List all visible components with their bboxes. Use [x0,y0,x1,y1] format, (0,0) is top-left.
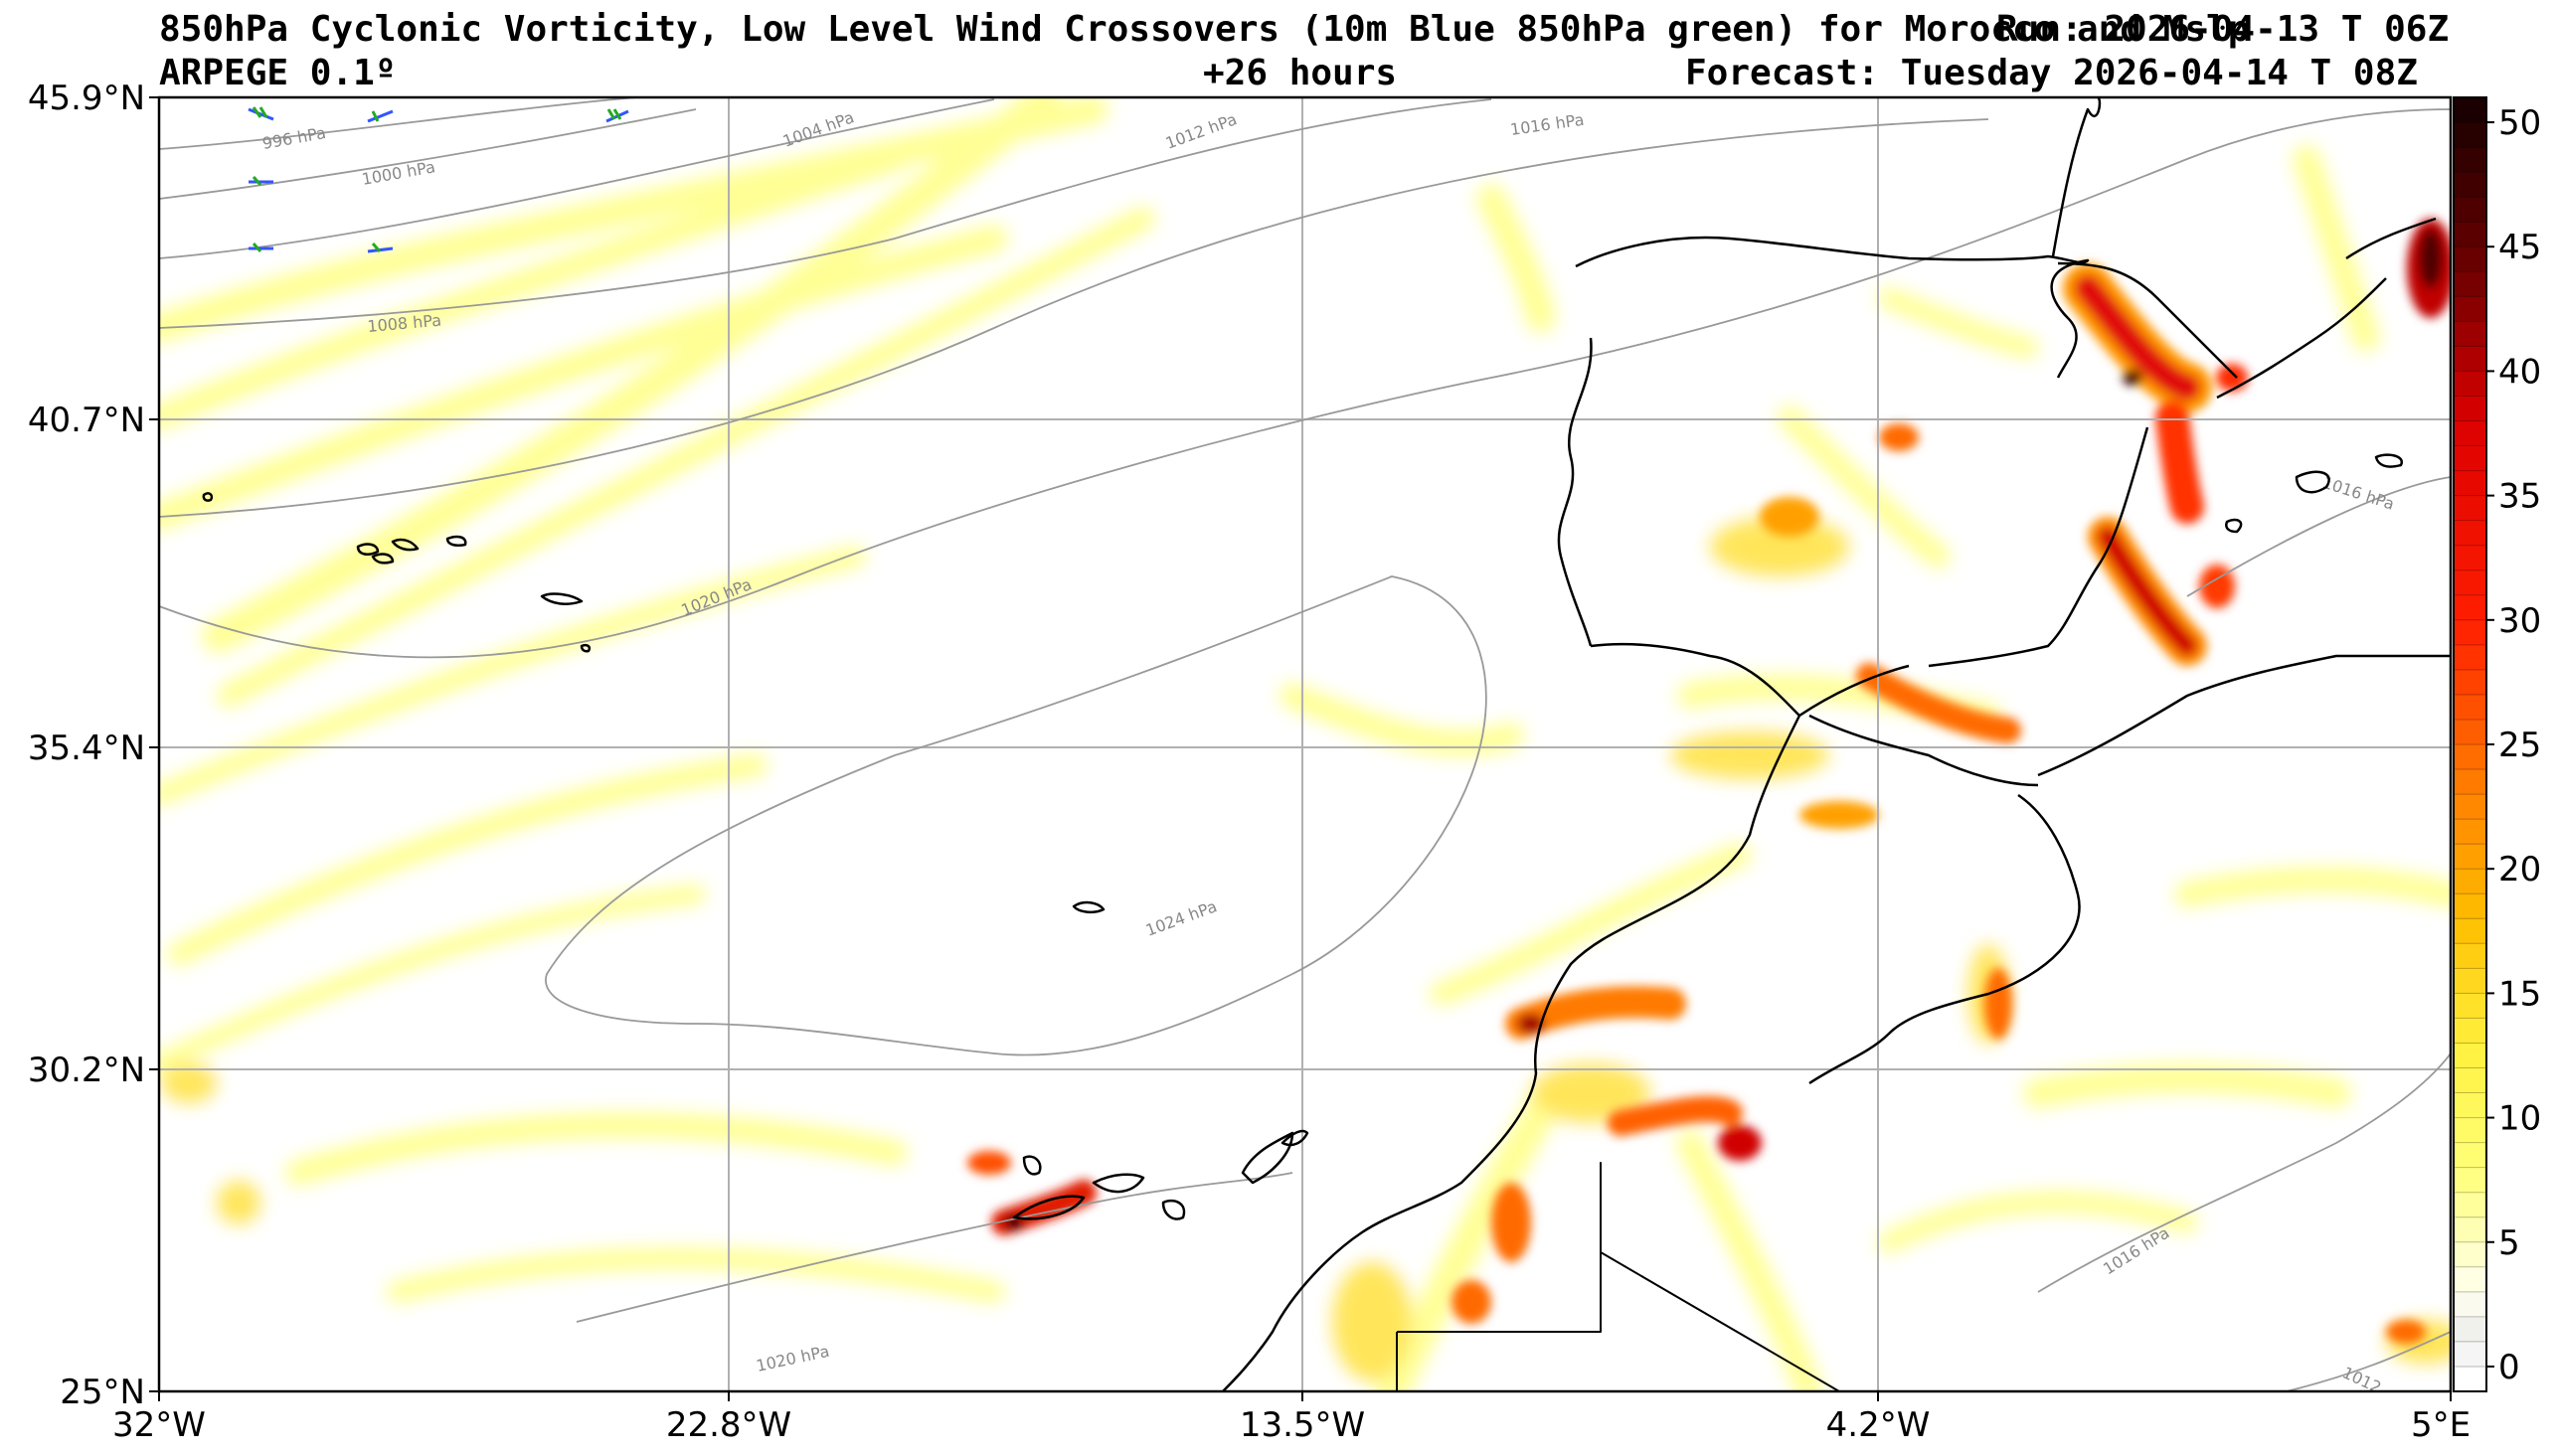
colorbar-tick-label: 10 [2498,1099,2541,1139]
colorbar-band [2454,993,2486,1019]
isobar-label: 1016 hPa [2320,473,2397,514]
colorbar-band [2454,271,2486,297]
colorbar-band [2454,1341,2486,1368]
wind-crossover-barbs [248,106,629,253]
colorbar-tick-label: 15 [2498,974,2541,1014]
lat-tick-label: 30.2°N [28,1051,145,1090]
colorbar-band [2454,769,2486,795]
map-plot-area: 996 hPa 1000 hPa 1004 hPa 1008 hPa 1012 … [159,97,2451,1391]
map-frame [157,95,2453,1393]
colorbar-band [2454,1291,2486,1318]
lead-time-label: +26 hours [1203,53,1398,93]
colorbar-band [2454,1142,2486,1169]
colorbar-band [2454,719,2486,745]
colorbar-band [2454,669,2486,696]
colorbar-band [2454,296,2486,322]
colorbar-band [2454,968,2486,994]
run-time-label: Run: 2026-04-13 T 06Z [1996,9,2450,50]
forecast-time-label: Forecast: Tuesday 2026-04-14 T 08Z [1685,53,2418,93]
colorbar-band [2454,1266,2486,1293]
colorbar-tick-label: 20 [2498,850,2541,890]
colorbar-band [2454,569,2486,596]
lon-tick-label: 4.2°W [1826,1405,1931,1445]
colorbar-band [2454,321,2486,347]
colorbar-band [2454,545,2486,571]
colorbar-band [2454,1067,2486,1094]
isobar-label: 1020 hPa [755,1342,831,1375]
colorbar-band [2454,1167,2486,1194]
colorbar-band [2454,869,2486,894]
colorbar-band [2454,396,2486,421]
colorbar-band [2454,943,2486,969]
lon-tick-label: 13.5°W [1240,1405,1365,1445]
colorbar-band [2454,1043,2486,1068]
colorbar-band [2454,222,2486,247]
colorbar-tick-label: 5 [2498,1223,2520,1263]
lon-tick-label: 22.8°W [666,1405,791,1445]
latitude-axis: 45.9°N 40.7°N 35.4°N 30.2°N 25°N [28,79,159,1412]
colorbar-band [2454,794,2486,820]
colorbar-band [2454,644,2486,671]
colorbar-band [2454,1216,2486,1243]
colorbar-tick-label: 25 [2498,726,2541,765]
colorbar-band [2454,893,2486,919]
colorbar-band [2454,819,2486,845]
colorbar-band [2454,1241,2486,1268]
isobar-label: 1016 hPa [1509,110,1586,139]
colorbar-tick-label: 40 [2498,352,2541,392]
model-label: ARPEGE 0.1º [159,53,397,93]
colorbar-band [2454,122,2486,148]
lat-tick-label: 45.9°N [28,79,145,118]
colorbar-band [2454,147,2486,173]
colorbar-band [2454,844,2486,870]
isobar-label: 1000 hPa [360,157,436,189]
colorbar-band [2454,197,2486,223]
colorbar-tick-label: 45 [2498,228,2541,267]
colorbar-band [2454,594,2486,621]
lon-tick-label: 5°E [2411,1405,2471,1445]
lon-tick-label: 32°W [112,1405,206,1445]
colorbar-tick-label: 35 [2498,477,2541,517]
isobar-label: 1004 hPa [780,107,857,150]
colorbar-band [2454,172,2486,198]
map-title: 850hPa Cyclonic Vorticity, Low Level Win… [159,9,2250,50]
vorticity-field [159,97,2451,1391]
colorbar-band [2454,1092,2486,1119]
colorbar-band [2454,495,2486,522]
colorbar-band [2454,246,2486,272]
colorbar-band [2454,97,2486,123]
colorbar-bands [2454,97,2486,1392]
colorbar-band [2454,619,2486,646]
colorbar-band [2454,371,2486,397]
colorbar-band [2454,744,2486,770]
colorbar-tick-label: 0 [2498,1348,2520,1387]
lat-tick-label: 25°N [60,1373,145,1412]
colorbar-band [2454,694,2486,721]
colorbar-band [2454,918,2486,944]
isobars [159,97,2451,1391]
colorbar-band [2454,1366,2486,1392]
isobar-label: 1024 hPa [1143,896,1220,939]
colorbar-tick-label: 50 [2498,103,2541,143]
colorbar-band [2454,1117,2486,1144]
colorbar-band [2454,1192,2486,1218]
colorbar-band [2454,1316,2486,1343]
colorbar-tick-label: 30 [2498,601,2541,641]
colorbar-band [2454,470,2486,497]
colorbar-band [2454,445,2486,472]
colorbar-band [2454,346,2486,372]
colorbar-band [2454,520,2486,547]
lat-tick-label: 40.7°N [28,401,145,440]
colorbar-band [2454,420,2486,447]
longitude-axis: 32°W 22.8°W 13.5°W 4.2°W 5°E [112,1391,2471,1445]
isobar-label: 996 hPa [260,123,327,153]
coastlines [202,97,2451,1391]
colorbar-band [2454,1018,2486,1044]
lat-tick-label: 35.4°N [28,728,145,768]
